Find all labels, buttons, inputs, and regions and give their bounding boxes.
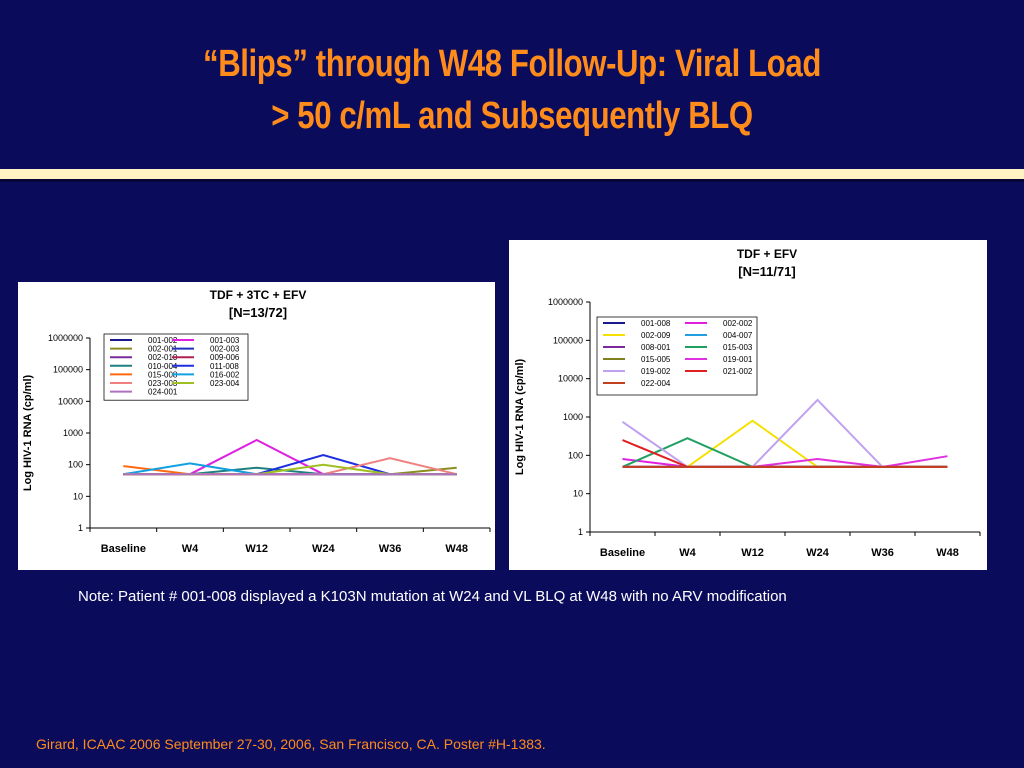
legend-label: 021-002	[723, 367, 753, 376]
x-tick-label: Baseline	[600, 547, 645, 559]
legend-label: 015-008	[148, 370, 178, 379]
x-tick-label: W24	[806, 547, 830, 559]
y-tick-label: 100	[568, 450, 583, 460]
series-line-019-002	[621, 398, 948, 468]
chart-subtitle: [N=13/72]	[229, 305, 287, 320]
legend-label: 008-001	[641, 343, 671, 352]
x-tick-label: W24	[312, 543, 336, 555]
x-tick-label: W36	[871, 547, 894, 559]
y-tick-label: 10000	[58, 396, 83, 406]
y-axis-label: Log HIV-1 RNA (cp/ml)	[514, 359, 526, 476]
y-tick-label: 10	[573, 489, 583, 499]
legend-label: 002-002	[723, 319, 753, 328]
y-tick-label: 10000	[558, 374, 583, 384]
chart-title: TDF + 3TC + EFV	[210, 288, 307, 302]
y-axis-label: Log HIV-1 RNA (cp/ml)	[22, 375, 34, 492]
y-tick-label: 10	[73, 491, 83, 501]
x-tick-label: W12	[741, 547, 764, 559]
legend-label: 015-003	[723, 343, 753, 352]
legend-label: 002-009	[641, 331, 671, 340]
y-tick-label: 1000	[63, 428, 83, 438]
y-tick-label: 1	[578, 527, 583, 537]
x-tick-label: W36	[379, 543, 402, 555]
legend-label: 002-001	[148, 345, 178, 354]
x-tick-label: Baseline	[101, 543, 146, 555]
y-tick-label: 100000	[553, 335, 583, 345]
legend-label: 023-004	[210, 379, 240, 388]
legend-box	[103, 333, 249, 401]
chart-tdf-efv: TDF + EFV [N=11/71] Log HIV-1 RNA (cp/ml) 1…	[509, 240, 987, 570]
legend-label: 010-004	[148, 362, 178, 371]
chart-svg-left: TDF + 3TC + EFV [N=13/72] Log HIV-1 RNA (c…	[22, 288, 491, 555]
slide-title-line-2: > 50 c/mL and Subsequently BLQ	[271, 95, 753, 137]
legend-label: 001-008	[641, 319, 671, 328]
legend-label: 022-004	[641, 379, 671, 388]
x-tick-label: W48	[936, 547, 959, 559]
legend-label: 002-003	[210, 345, 240, 354]
legend-label: 015-005	[641, 355, 671, 364]
slide-title-line-1: “Blips” through W48 Follow-Up: Viral Loa…	[203, 43, 821, 85]
legend-label: 002-010	[148, 353, 178, 362]
y-tick-label: 1000000	[48, 333, 83, 343]
y-tick-label: 1	[78, 523, 83, 533]
chart-title: TDF + EFV	[737, 247, 797, 261]
legend-label: 001-003	[210, 336, 240, 345]
x-tick-label: W4	[182, 543, 199, 555]
legend-label: 011-008	[210, 362, 239, 371]
x-tick-label: W48	[445, 543, 468, 555]
title-divider-shadow	[0, 179, 1024, 182]
citation: Girard, ICAAC 2006 September 27-30, 2006…	[36, 736, 546, 752]
x-tick-label: W4	[679, 547, 696, 559]
y-tick-label: 1000000	[548, 297, 583, 307]
y-tick-label: 100	[68, 460, 83, 470]
x-tick-label: W12	[245, 543, 268, 555]
legend-label: 019-001	[723, 355, 753, 364]
legend-label: 001-002	[148, 336, 178, 345]
title-divider	[0, 169, 1024, 179]
chart-svg-right: TDF + EFV [N=11/71] Log HIV-1 RNA (cp/ml) 1…	[514, 247, 981, 559]
y-tick-label: 100000	[53, 365, 83, 375]
legend-label: 024-001	[148, 388, 178, 397]
legend-label: 019-002	[641, 367, 671, 376]
legend-label: 004-007	[723, 331, 753, 340]
legend-label: 023-003	[148, 379, 178, 388]
chart-subtitle: [N=11/71]	[738, 264, 795, 279]
legend-label: 016-002	[210, 370, 240, 379]
legend-label: 009-006	[210, 353, 240, 362]
y-tick-label: 1000	[563, 412, 583, 422]
chart-tdf-3tc-efv: TDF + 3TC + EFV [N=13/72] Log HIV-1 RNA (c…	[18, 282, 495, 570]
footnote: Note: Patient # 001-008 displayed a K103…	[78, 588, 787, 605]
slide-title: “Blips” through W48 Follow-Up: Viral Loa…	[92, 38, 932, 142]
